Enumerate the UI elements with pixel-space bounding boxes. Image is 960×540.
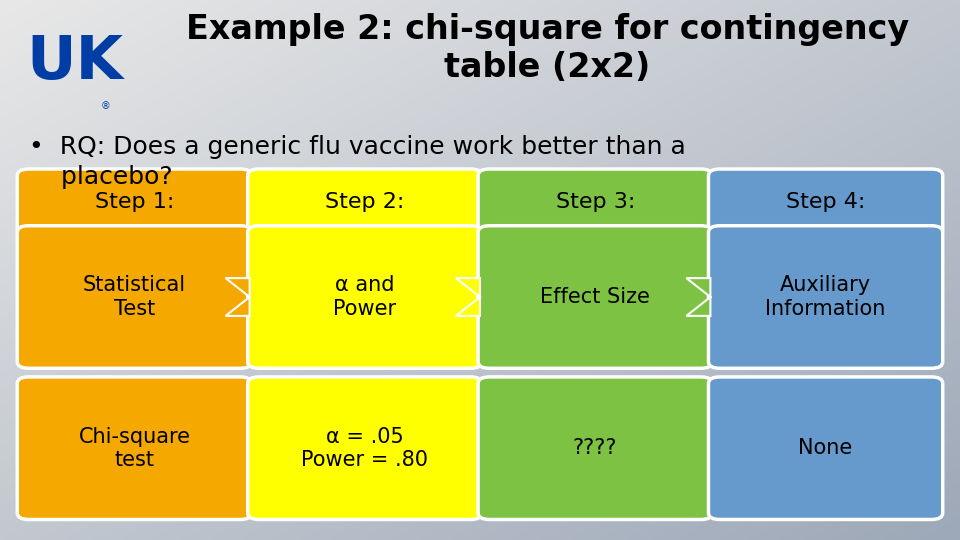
Polygon shape: [226, 278, 250, 316]
FancyBboxPatch shape: [708, 169, 943, 236]
Text: Example 2: chi-square for contingency: Example 2: chi-square for contingency: [185, 14, 909, 46]
FancyBboxPatch shape: [248, 226, 482, 368]
Text: None: None: [799, 438, 852, 458]
FancyBboxPatch shape: [17, 377, 252, 519]
Text: Step 1:: Step 1:: [95, 192, 174, 213]
FancyBboxPatch shape: [708, 226, 943, 368]
FancyBboxPatch shape: [248, 169, 482, 236]
Text: Chi-square
test: Chi-square test: [79, 427, 190, 470]
Text: Step 2:: Step 2:: [325, 192, 404, 213]
Text: table (2x2): table (2x2): [444, 51, 650, 84]
FancyBboxPatch shape: [478, 226, 712, 368]
Text: •  RQ: Does a generic flu vaccine work better than a: • RQ: Does a generic flu vaccine work be…: [29, 135, 685, 159]
FancyBboxPatch shape: [478, 377, 712, 519]
Text: ®: ®: [100, 101, 109, 111]
Text: Step 3:: Step 3:: [556, 192, 635, 213]
FancyBboxPatch shape: [478, 169, 712, 236]
Text: Step 4:: Step 4:: [786, 192, 865, 213]
FancyBboxPatch shape: [17, 226, 252, 368]
FancyBboxPatch shape: [17, 169, 252, 236]
Text: Statistical
Test: Statistical Test: [83, 275, 186, 319]
Text: α and
Power: α and Power: [333, 275, 396, 319]
Text: Auxiliary
Information: Auxiliary Information: [765, 275, 886, 319]
Text: Effect Size: Effect Size: [540, 287, 650, 307]
Polygon shape: [686, 278, 710, 316]
FancyBboxPatch shape: [708, 377, 943, 519]
FancyBboxPatch shape: [248, 377, 482, 519]
Text: placebo?: placebo?: [29, 165, 173, 188]
Text: α = .05
Power = .80: α = .05 Power = .80: [301, 427, 428, 470]
Text: UK: UK: [26, 33, 123, 92]
Polygon shape: [456, 278, 480, 316]
Text: ????: ????: [573, 438, 617, 458]
